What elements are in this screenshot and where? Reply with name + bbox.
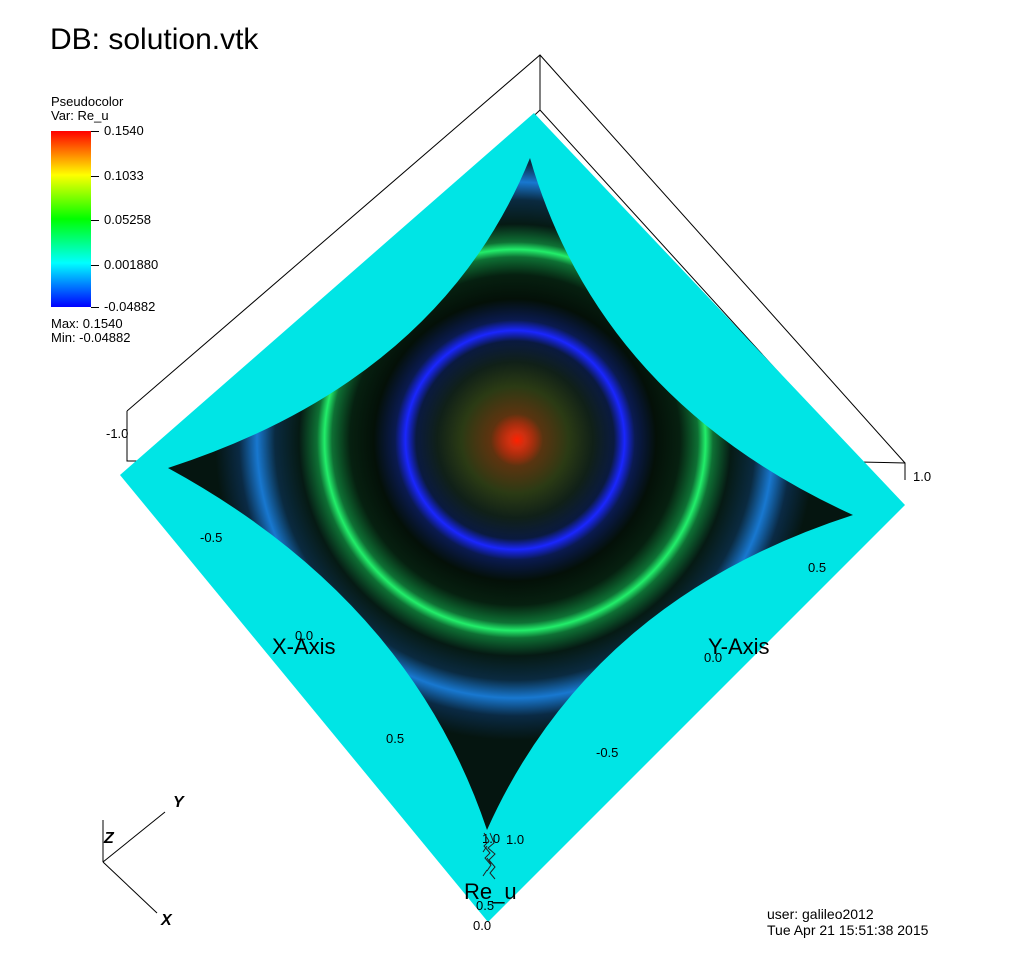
timestamp-label: Tue Apr 21 15:51:38 2015 [767, 922, 929, 938]
x-axis-tick: 1.0 [482, 831, 500, 846]
z-axis-tick: 0.0 [473, 918, 491, 933]
legend-tick: 0.001880 [91, 258, 158, 272]
y-axis-tick: 1.0 [913, 469, 931, 484]
legend-tick-min: -0.04882 [91, 300, 155, 314]
x-axis-tick: -1.0 [106, 426, 128, 441]
z-axis-tick: 0.5 [476, 898, 494, 913]
legend-plot-type: Pseudocolor [51, 94, 124, 109]
y-axis-tick: 0.0 [704, 650, 722, 665]
user-label: user: galileo2012 [767, 906, 874, 922]
legend-variable: Var: Re_u [51, 108, 109, 123]
z-axis-ticks-cluster [482, 832, 496, 880]
orientation-triad [102, 811, 166, 914]
solution-surface [168, 158, 853, 830]
legend-tick: 0.1033 [91, 169, 144, 183]
x-axis-title: X-Axis [272, 634, 336, 659]
x-axis-tick: 0.5 [386, 731, 404, 746]
legend-tick-max: 0.1540 [91, 124, 144, 138]
y-axis-tick: 0.5 [808, 560, 826, 575]
x-axis-tick: 0.0 [295, 628, 313, 643]
x-axis-tick: -0.5 [200, 530, 222, 545]
y-axis-title: Y-Axis [708, 634, 770, 659]
triad-x-label: X [160, 912, 173, 929]
legend-colorbar [51, 131, 91, 307]
triad-y-label: Y [173, 794, 185, 811]
z-axis-title: Re_u [464, 879, 517, 904]
peak-highlight [491, 414, 543, 466]
database-title: DB: solution.vtk [50, 23, 259, 56]
y-axis-tick: -0.5 [596, 745, 618, 760]
legend-max-value: Max: 0.1540 [51, 316, 123, 331]
legend-min-value: Min: -0.04882 [51, 330, 131, 345]
triad-z-label: Z [103, 830, 115, 847]
legend-tick: 0.05258 [91, 213, 151, 227]
z-axis-tick: 1.0 [506, 832, 524, 847]
